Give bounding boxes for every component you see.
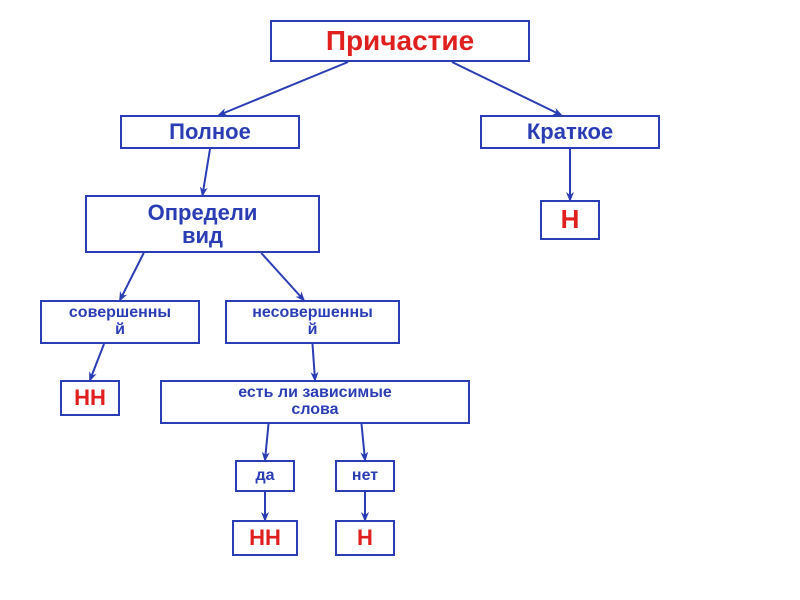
node-da: да xyxy=(235,460,295,492)
edge-nesover-zavis xyxy=(313,344,316,380)
edge-zavis-da xyxy=(265,424,269,460)
node-root: Причастие xyxy=(270,20,530,62)
edge-zavis-net xyxy=(362,424,366,460)
node-nn1: НН xyxy=(60,380,120,416)
node-n2: Н xyxy=(335,520,395,556)
node-sover: совершенны й xyxy=(40,300,200,344)
edge-sover-nn1 xyxy=(90,344,104,380)
edge-root-polnoe xyxy=(219,62,348,115)
node-net: нет xyxy=(335,460,395,492)
edge-root-kratkoe xyxy=(452,62,561,115)
node-nesover: несовершенны й xyxy=(225,300,400,344)
node-n1: Н xyxy=(540,200,600,240)
edge-opred-sover xyxy=(120,253,144,300)
node-zavis: есть ли зависимые слова xyxy=(160,380,470,424)
edge-opred-nesover xyxy=(261,253,304,300)
node-nn2: НН xyxy=(232,520,298,556)
node-kratkoe: Краткое xyxy=(480,115,660,149)
node-opred: Определи вид xyxy=(85,195,320,253)
edge-polnoe-opred xyxy=(203,149,211,195)
diagram-stage: Причастие Полное Краткое Определи вид Нсовер… xyxy=(0,0,800,600)
node-polnoe: Полное xyxy=(120,115,300,149)
